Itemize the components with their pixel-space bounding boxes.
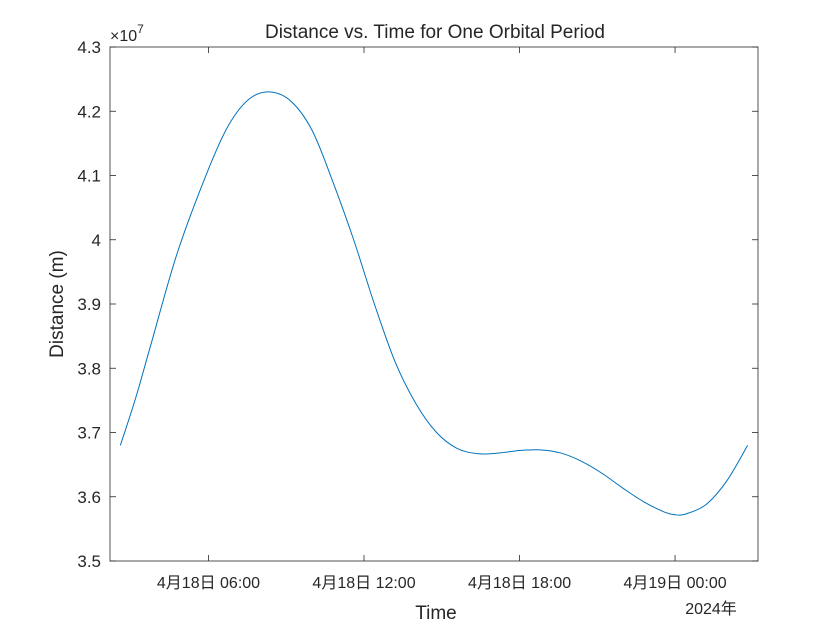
y-exponent-base: ×10: [110, 28, 137, 45]
x-tick-label: 4月19日 00:00: [623, 575, 726, 592]
y-exponent-power: 7: [137, 22, 144, 36]
series-line: [119, 91, 749, 516]
y-tick-label: 4.2: [77, 102, 101, 121]
x-tick-label: 4月18日 06:00: [157, 575, 260, 592]
chart-title: Distance vs. Time for One Orbital Period: [265, 22, 605, 43]
x-secondary-label: 2024年: [685, 600, 737, 618]
x-tick-labels: 4月18日 06:00 4月18日 12:00 4月18日 18:00 4月19日 0…: [157, 575, 727, 592]
x-axis-label: Time: [415, 603, 457, 624]
plot-frame: [109, 46, 759, 562]
y-tick-label: 3.7: [77, 424, 101, 443]
x-tick-label: 4月18日 18:00: [468, 575, 571, 592]
plot-area: [110, 47, 758, 561]
y-tick-labels: 3.5 3.6 3.7 3.8 3.9 4 4.1 4.2 4.3: [77, 38, 101, 571]
x-tick-label: 4月18日 12:00: [312, 575, 415, 592]
y-axis-label: Distance (m): [47, 250, 68, 358]
x-tick-marks: [208, 47, 676, 561]
y-tick-label: 3.9: [77, 295, 101, 314]
y-tick-label: 4.3: [77, 38, 101, 57]
y-tick-label: 3.8: [77, 359, 101, 378]
y-tick-label: 3.5: [77, 552, 101, 571]
y-tick-label: 3.6: [77, 488, 101, 507]
y-tick-label: 4.1: [77, 167, 101, 186]
y-tick-label: 4: [92, 231, 101, 250]
y-exponent-label: ×107: [110, 22, 144, 45]
